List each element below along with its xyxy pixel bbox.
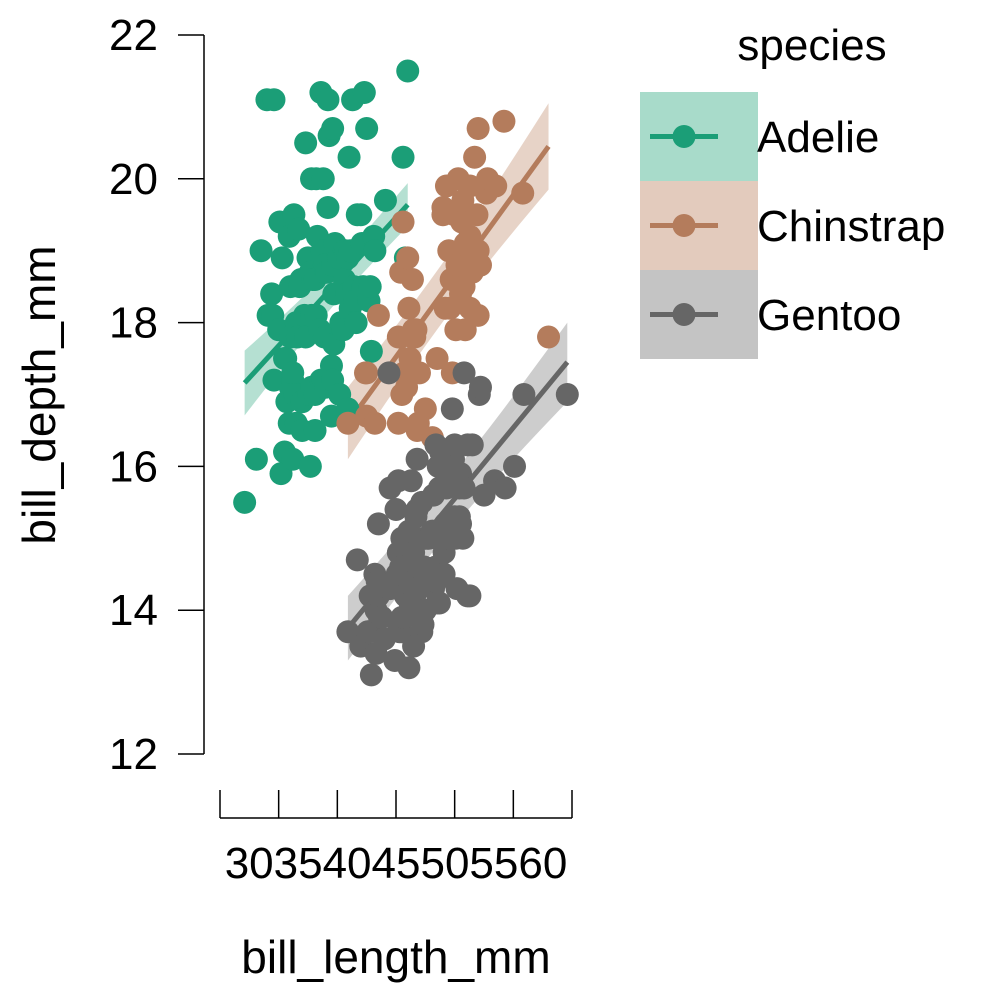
y-tick-label: 16 [109, 442, 158, 491]
point-chinstrap [336, 411, 360, 435]
point-gentoo [555, 383, 579, 406]
point-chinstrap [397, 296, 421, 320]
x-axis [219, 790, 573, 819]
point-gentoo [399, 469, 423, 493]
point-adelie [303, 418, 327, 442]
point-gentoo [460, 433, 484, 457]
point-chinstrap [363, 411, 387, 435]
point-gentoo [451, 526, 475, 550]
point-gentoo [405, 447, 429, 471]
y-axis-title: bill_depth_mm [13, 245, 65, 544]
legend-marker-adelie [672, 125, 696, 148]
point-chinstrap [396, 246, 420, 270]
point-gentoo [440, 397, 464, 421]
point-adelie [321, 116, 345, 140]
point-chinstrap [404, 318, 428, 342]
point-adelie [391, 145, 415, 169]
point-chinstrap [511, 181, 535, 205]
point-gentoo [503, 454, 527, 478]
point-adelie [244, 447, 268, 471]
y-tick-label: 20 [109, 155, 158, 204]
point-adelie [396, 59, 420, 83]
point-adelie [316, 196, 340, 220]
point-gentoo [452, 361, 476, 385]
point-adelie [287, 217, 311, 241]
point-chinstrap [407, 361, 431, 385]
point-gentoo [384, 498, 408, 522]
legend-title: species [737, 21, 886, 70]
point-chinstrap [366, 303, 390, 327]
point-adelie [270, 246, 294, 270]
point-adelie [349, 203, 373, 227]
point-adelie [358, 275, 382, 299]
point-adelie [363, 239, 387, 263]
point-chinstrap [413, 397, 437, 421]
point-chinstrap [466, 116, 490, 140]
point-gentoo [359, 663, 383, 687]
point-chinstrap [466, 303, 490, 327]
point-adelie [294, 131, 318, 155]
legend-label-gentoo: Gentoo [757, 291, 901, 340]
data-points [233, 59, 579, 687]
point-adelie [281, 361, 305, 385]
point-adelie [352, 81, 376, 105]
legend: species Adelie Chinstrap Gentoo [640, 21, 945, 359]
point-adelie [281, 447, 305, 471]
point-gentoo [377, 361, 401, 385]
point-adelie [233, 490, 257, 514]
legend-label-adelie: Adelie [757, 113, 879, 162]
point-gentoo [458, 584, 482, 608]
point-adelie [249, 239, 273, 263]
y-tick-label: 18 [109, 299, 158, 348]
legend-label-chinstrap: Chinstrap [757, 202, 945, 251]
point-adelie [298, 454, 322, 478]
point-adelie [344, 311, 368, 335]
point-chinstrap [484, 174, 508, 198]
point-chinstrap [355, 361, 379, 385]
point-gentoo [493, 476, 517, 500]
point-adelie [337, 145, 361, 169]
point-chinstrap [492, 109, 516, 133]
point-gentoo [366, 512, 390, 536]
point-chinstrap [537, 325, 561, 349]
point-chinstrap [465, 203, 489, 227]
point-chinstrap [463, 145, 487, 169]
point-gentoo [427, 591, 451, 615]
point-adelie [260, 282, 284, 306]
point-gentoo [397, 656, 421, 680]
point-gentoo [512, 383, 536, 406]
point-adelie [262, 88, 286, 112]
point-gentoo [345, 548, 369, 572]
point-adelie [373, 188, 397, 212]
point-gentoo [468, 375, 492, 399]
point-chinstrap [391, 210, 415, 234]
point-chinstrap [425, 347, 449, 371]
y-tick-label: 12 [109, 730, 158, 779]
y-tick-label: 22 [109, 11, 158, 60]
point-adelie [316, 88, 340, 112]
point-adelie [355, 116, 379, 140]
legend-marker-gentoo [672, 303, 696, 326]
x-tick-labels: 30354045505560 [225, 839, 568, 888]
point-chinstrap [386, 411, 410, 435]
point-gentoo [452, 476, 476, 500]
point-chinstrap [468, 253, 492, 277]
y-tick-label: 14 [109, 586, 158, 635]
point-adelie [311, 167, 335, 191]
point-chinstrap [400, 267, 424, 291]
legend-marker-chinstrap [672, 214, 696, 237]
x-axis-title: bill_length_mm [241, 931, 550, 983]
point-adelie [359, 339, 383, 363]
y-axis: 12 14 16 18 20 22 [109, 11, 205, 779]
